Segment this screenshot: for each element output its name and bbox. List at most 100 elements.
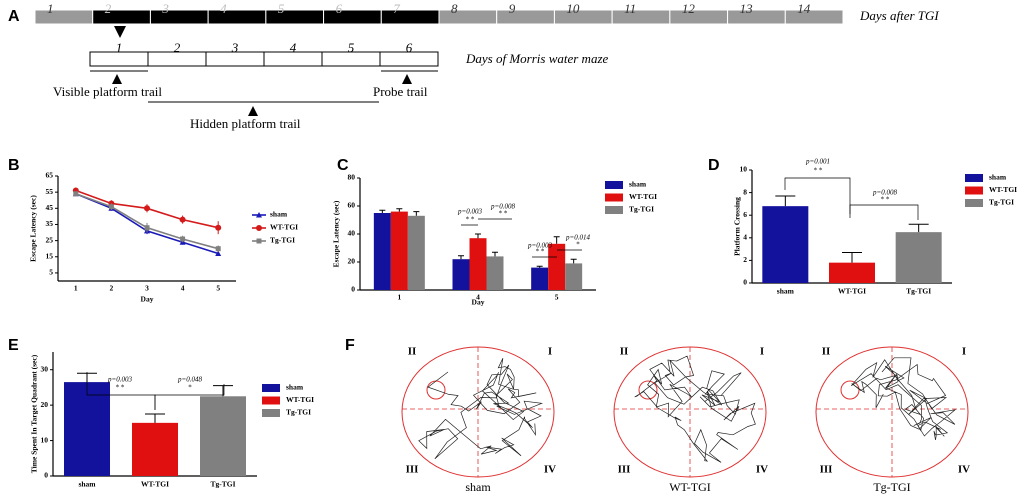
y-tick-label: 20 — [41, 400, 49, 409]
x-tick-label: 5 — [216, 284, 220, 293]
error-bar — [145, 413, 165, 423]
quadrant-label: II — [620, 346, 629, 358]
y-tick-label: 30 — [41, 364, 49, 373]
day-box — [207, 9, 267, 25]
x-axis-label: Day — [141, 295, 154, 304]
error-bar — [379, 209, 386, 213]
x-tick-label: sham — [777, 287, 795, 296]
bar — [407, 215, 425, 290]
quadrant-label: IV — [544, 464, 556, 476]
day-label: 13 — [740, 1, 754, 16]
quadrant-label: I — [962, 346, 966, 358]
maze-box — [379, 51, 439, 67]
bar — [762, 206, 809, 283]
legend-label: Tg-TGI — [270, 236, 295, 245]
platform — [638, 380, 658, 400]
error-bar — [413, 211, 420, 216]
pool-axes — [614, 347, 766, 477]
legend-swatch — [965, 174, 983, 182]
panel-label: F — [345, 337, 355, 354]
x-tick-label: Tg-TGI — [210, 480, 235, 489]
days-label: Days after TGI — [859, 8, 939, 23]
y-tick-label: 10 — [41, 435, 49, 444]
legend-label: WT-TGI — [286, 395, 314, 404]
y-tick-label: 2 — [743, 255, 747, 264]
maze-day-label: 4 — [290, 40, 297, 55]
error-bar — [553, 236, 560, 244]
quadrant-label: III — [820, 464, 833, 476]
panel-label: E — [8, 337, 19, 354]
x-tick-label: sham — [78, 480, 96, 489]
arrow — [114, 26, 126, 38]
swim-path — [418, 358, 544, 460]
significance: * — [576, 241, 580, 249]
y-tick-label: 4 — [743, 233, 747, 242]
bar — [565, 263, 583, 290]
legend-swatch — [605, 206, 623, 214]
x-tick-label: 5 — [555, 293, 559, 302]
phase-label: Hidden platform trail — [190, 116, 301, 131]
y-tick-label: 25 — [46, 235, 54, 244]
y-tick-label: 45 — [46, 203, 54, 212]
legend-label: Tg-TGI — [989, 198, 1014, 207]
marker — [108, 204, 114, 210]
marker — [256, 225, 262, 231]
panel-label: D — [708, 157, 720, 174]
day-label: 8 — [451, 1, 458, 16]
bar — [390, 211, 408, 290]
legend-swatch — [262, 384, 280, 392]
bar — [452, 259, 470, 290]
y-tick-label: 8 — [743, 187, 747, 196]
pool-axes — [402, 347, 554, 477]
legend-swatch — [605, 193, 623, 202]
x-axis-label: Day — [472, 298, 485, 307]
bracket — [784, 177, 851, 218]
quadrant-label: II — [822, 346, 831, 358]
bar — [531, 267, 549, 290]
legend-label: sham — [629, 180, 647, 189]
quadrant-label: II — [408, 346, 417, 358]
arrow — [248, 106, 258, 116]
bar — [829, 262, 875, 283]
pool-axes — [816, 347, 968, 477]
y-tick-label: 0 — [44, 471, 48, 480]
legend-swatch — [262, 409, 280, 417]
day-box — [784, 9, 844, 25]
day-label: 11 — [624, 1, 636, 16]
significance: * * — [536, 248, 545, 256]
error-bar — [775, 195, 796, 207]
day-label: 4 — [220, 1, 227, 16]
marker — [215, 246, 221, 252]
error-bar — [458, 255, 464, 260]
day-label: 14 — [797, 1, 811, 16]
day-label: 2 — [105, 1, 112, 16]
significance: * * — [466, 216, 475, 224]
y-tick-label: 20 — [348, 257, 356, 266]
legend-label: WT-TGI — [989, 185, 1017, 194]
quadrant-label: I — [760, 346, 764, 358]
p-value: p=0.008 — [490, 203, 515, 211]
day-label: 12 — [682, 1, 696, 16]
bracket — [154, 384, 225, 410]
group-caption: Tg-TGI — [873, 480, 910, 494]
error-bar — [570, 258, 577, 264]
y-tick-label: 60 — [348, 201, 356, 210]
panel-label: A — [8, 8, 20, 25]
y-tick-label: 5 — [49, 268, 53, 277]
day-box — [669, 9, 729, 25]
marker — [180, 236, 186, 242]
day-box — [496, 9, 555, 25]
legend-swatch — [965, 186, 983, 195]
panel-label: C — [337, 157, 349, 174]
bar — [486, 256, 504, 290]
day-box — [323, 9, 382, 25]
legend-label: sham — [989, 173, 1007, 182]
bar — [64, 382, 110, 476]
day-box — [34, 9, 94, 25]
phase-label: Visible platform trail — [53, 84, 162, 99]
error-bar — [536, 265, 543, 268]
error-bar — [396, 208, 403, 212]
panel-label: B — [8, 157, 20, 174]
day-box — [265, 9, 325, 25]
y-tick-label: 15 — [46, 251, 54, 260]
